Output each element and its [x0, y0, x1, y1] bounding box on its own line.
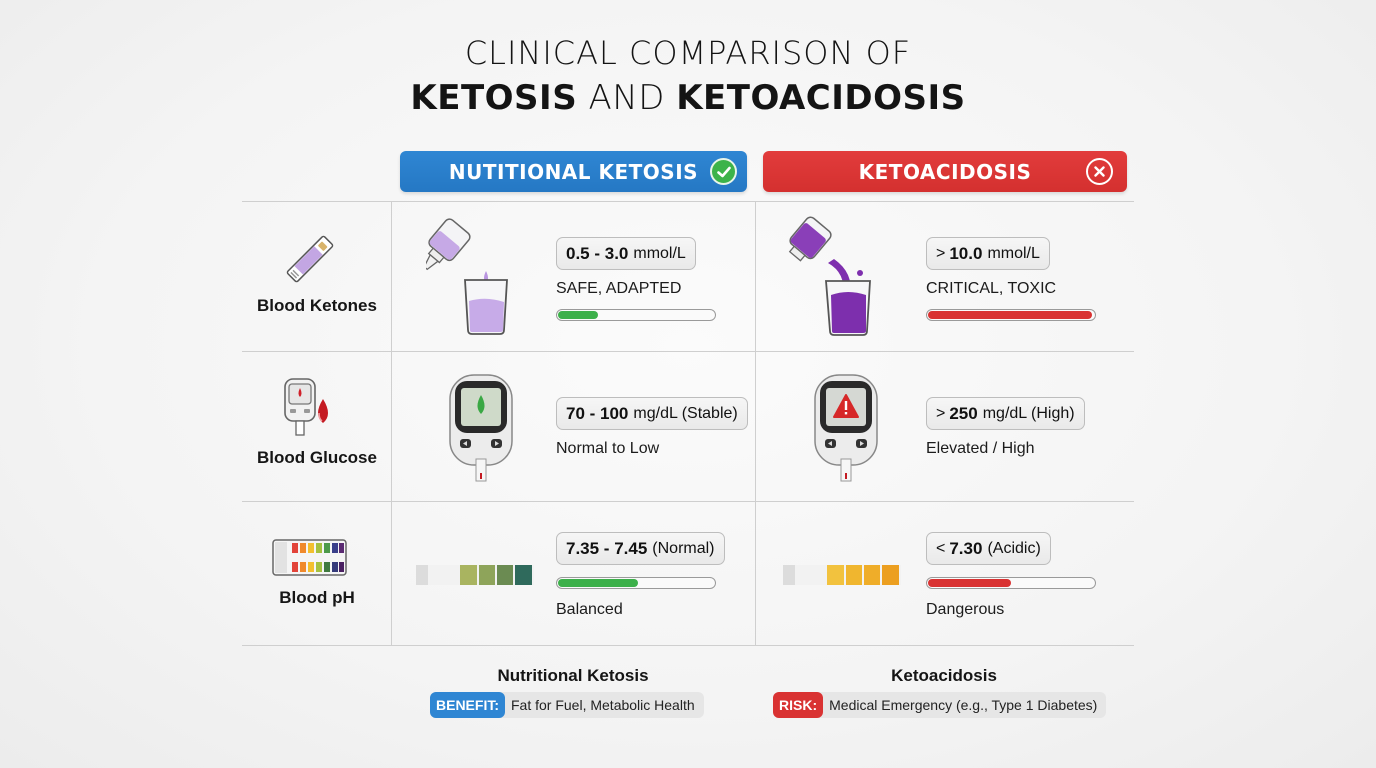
test-strip-icon: [280, 230, 340, 293]
value-unit: mmol/L: [633, 244, 686, 262]
value-number: 0.5 - 3.0: [566, 243, 629, 263]
level-bar: [926, 309, 1096, 321]
risk-label: RISK:: [773, 692, 824, 718]
status-text: Dangerous: [926, 601, 1005, 618]
level-bar-fill: [928, 311, 1092, 319]
footer-title-nutritional-ketosis: Nutritional Ketosis: [497, 666, 649, 685]
value-badge: < 7.30 (Acidic): [926, 532, 1051, 565]
status-text: SAFE, ADAPTED: [556, 280, 682, 297]
level-bar-fill: [558, 579, 638, 587]
check-circle-icon: [710, 158, 737, 185]
benefit-tag: BENEFIT: Fat for Fuel, Metabolic Health: [430, 692, 704, 718]
glucose-meter-green-drop-icon: [447, 373, 517, 490]
column-divider: [391, 202, 392, 645]
table-divider: [242, 351, 1134, 352]
column-divider: [755, 202, 756, 645]
x-circle-icon: [1086, 158, 1113, 185]
table-border-bottom: [242, 645, 1134, 646]
title-ketoacidosis: KETOACIDOSIS: [676, 78, 966, 118]
value-badge: 70 - 100 mg/dL (Stable): [556, 397, 748, 430]
value-prefix: <: [936, 539, 946, 557]
value-badge: 0.5 - 3.0 mmol/L: [556, 237, 696, 270]
benefit-text: Fat for Fuel, Metabolic Health: [511, 697, 695, 713]
value-badge: 7.35 - 7.45 (Normal): [556, 532, 725, 565]
footer-title-ketoacidosis: Ketoacidosis: [891, 666, 997, 685]
ph-strip-green-icon: [414, 562, 536, 593]
value-prefix: >: [936, 244, 946, 262]
value-number: 10.0: [949, 243, 983, 263]
pouring-beaker-dark-icon: [788, 215, 888, 345]
page-title-line2: KETOSIS AND KETOACIDOSIS: [0, 78, 1376, 118]
glucose-meter-warning-icon: [812, 373, 882, 490]
risk-text: Medical Emergency (e.g., Type 1 Diabetes…: [829, 697, 1098, 713]
benefit-label: BENEFIT:: [430, 692, 505, 718]
value-unit: mg/dL (Stable): [633, 404, 738, 422]
title-ketosis: KETOSIS: [410, 78, 578, 118]
risk-tag: RISK: Medical Emergency (e.g., Type 1 Di…: [773, 692, 1107, 718]
status-text: Balanced: [556, 601, 623, 618]
value-number: 250: [949, 403, 978, 423]
column-header-label: NUTITIONAL KETOSIS: [448, 159, 699, 184]
row-label-blood-ketones: Blood Ketones: [257, 296, 377, 315]
status-text: CRITICAL, TOXIC: [926, 280, 1057, 297]
level-bar-fill: [928, 579, 1011, 587]
column-header-label: KETOACIDOSIS: [858, 159, 1032, 184]
level-bar-fill: [558, 311, 598, 319]
value-unit: (Acidic): [987, 539, 1041, 557]
ph-chart-icon: [272, 539, 348, 582]
value-number: 70 - 100: [566, 403, 629, 423]
page-title-line1: CLINICAL COMPARISON OF: [464, 34, 912, 72]
status-text: Normal to Low: [556, 440, 660, 457]
value-number: 7.35 - 7.45: [566, 538, 648, 558]
status-text: Elevated / High: [926, 440, 1035, 457]
value-badge: > 10.0 mmol/L: [926, 237, 1050, 270]
value-unit: (Normal): [652, 539, 715, 557]
value-number: 7.30: [949, 538, 983, 558]
table-divider: [242, 501, 1134, 502]
level-bar: [556, 309, 716, 321]
row-label-blood-glucose: Blood Glucose: [257, 448, 377, 467]
value-unit: mg/dL (High): [982, 404, 1075, 422]
column-header-ketoacidosis: KETOACIDOSIS: [763, 151, 1127, 192]
ph-strip-yellow-icon: [781, 562, 903, 593]
value-unit: mmol/L: [987, 244, 1040, 262]
table-border-top: [242, 201, 1134, 202]
glucose-meter-drop-icon: [283, 377, 337, 444]
level-bar: [926, 577, 1096, 589]
dropper-beaker-light-icon: [423, 216, 521, 343]
value-badge: > 250 mg/dL (High): [926, 397, 1085, 430]
level-bar: [556, 577, 716, 589]
value-prefix: >: [936, 404, 946, 422]
title-and: AND: [588, 78, 665, 118]
row-label-blood-ph: Blood pH: [279, 588, 355, 607]
column-header-nutritional-ketosis: NUTITIONAL KETOSIS: [400, 151, 747, 192]
